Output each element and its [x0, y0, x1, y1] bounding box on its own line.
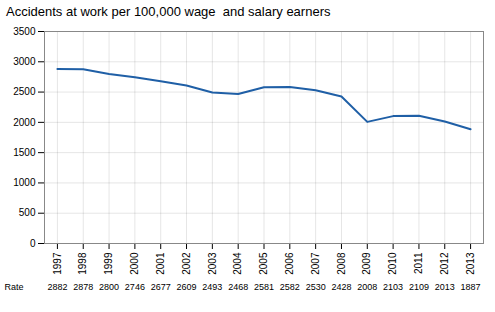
svg-text:2005: 2005: [258, 252, 269, 275]
svg-text:2800: 2800: [99, 282, 119, 292]
svg-text:0: 0: [30, 238, 36, 249]
svg-text:2013: 2013: [435, 282, 455, 292]
svg-text:2012: 2012: [439, 252, 450, 275]
svg-text:Rate: Rate: [5, 282, 24, 292]
svg-text:2109: 2109: [409, 282, 429, 292]
svg-text:2013: 2013: [465, 252, 476, 275]
svg-text:2468: 2468: [228, 282, 248, 292]
svg-text:2000: 2000: [129, 252, 140, 275]
svg-text:3500: 3500: [13, 26, 36, 37]
svg-text:1998: 1998: [77, 252, 88, 275]
svg-text:1500: 1500: [13, 147, 36, 158]
svg-text:2882: 2882: [47, 282, 67, 292]
svg-text:2009: 2009: [361, 252, 372, 275]
svg-text:3000: 3000: [13, 56, 36, 67]
svg-text:2004: 2004: [232, 252, 243, 275]
svg-text:2007: 2007: [310, 252, 321, 275]
svg-text:2677: 2677: [151, 282, 171, 292]
svg-text:500: 500: [19, 207, 36, 218]
svg-text:2428: 2428: [331, 282, 351, 292]
svg-text:2530: 2530: [306, 282, 326, 292]
svg-text:1887: 1887: [461, 282, 481, 292]
svg-text:2878: 2878: [73, 282, 93, 292]
svg-text:2001: 2001: [155, 252, 166, 275]
svg-text:2002: 2002: [181, 252, 192, 275]
svg-text:2008: 2008: [357, 282, 377, 292]
svg-text:2609: 2609: [177, 282, 197, 292]
svg-text:2746: 2746: [125, 282, 145, 292]
svg-text:1999: 1999: [103, 252, 114, 275]
svg-text:1000: 1000: [13, 177, 36, 188]
svg-text:2011: 2011: [413, 252, 424, 274]
svg-text:2010: 2010: [387, 252, 398, 275]
svg-text:1997: 1997: [52, 252, 63, 275]
svg-text:2103: 2103: [383, 282, 403, 292]
svg-text:2006: 2006: [284, 252, 295, 275]
svg-text:2008: 2008: [336, 252, 347, 275]
svg-text:2493: 2493: [202, 282, 222, 292]
html-text:Accidents at work per 100,000: Accidents at work per 100,000 wage and s…: [6, 4, 331, 19]
svg-text:2000: 2000: [13, 117, 36, 128]
svg-text:2581: 2581: [254, 282, 274, 292]
svg-text:2500: 2500: [13, 86, 36, 97]
svg-text:2582: 2582: [280, 282, 300, 292]
svg-text:2003: 2003: [207, 252, 218, 275]
